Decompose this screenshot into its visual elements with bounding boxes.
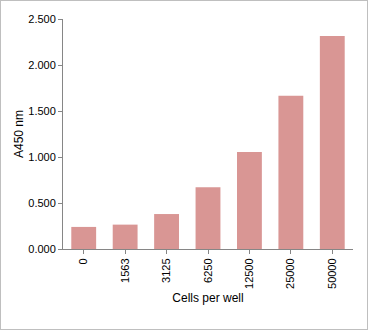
svg-text:0: 0 <box>77 258 89 264</box>
svg-text:3125: 3125 <box>160 258 172 282</box>
svg-text:25000: 25000 <box>284 258 296 289</box>
svg-text:12500: 12500 <box>243 258 255 289</box>
svg-text:2.500: 2.500 <box>28 13 56 25</box>
svg-text:1563: 1563 <box>119 258 131 282</box>
svg-text:2.000: 2.000 <box>28 59 56 71</box>
svg-text:0.500: 0.500 <box>28 197 56 209</box>
svg-text:1.000: 1.000 <box>28 151 56 163</box>
svg-text:1.500: 1.500 <box>28 105 56 117</box>
svg-text:A450 nm: A450 nm <box>12 110 26 158</box>
svg-text:6250: 6250 <box>202 258 214 282</box>
svg-text:0.000: 0.000 <box>28 243 56 255</box>
svg-text:50000: 50000 <box>326 258 338 289</box>
svg-text:Cells per well: Cells per well <box>172 291 243 305</box>
